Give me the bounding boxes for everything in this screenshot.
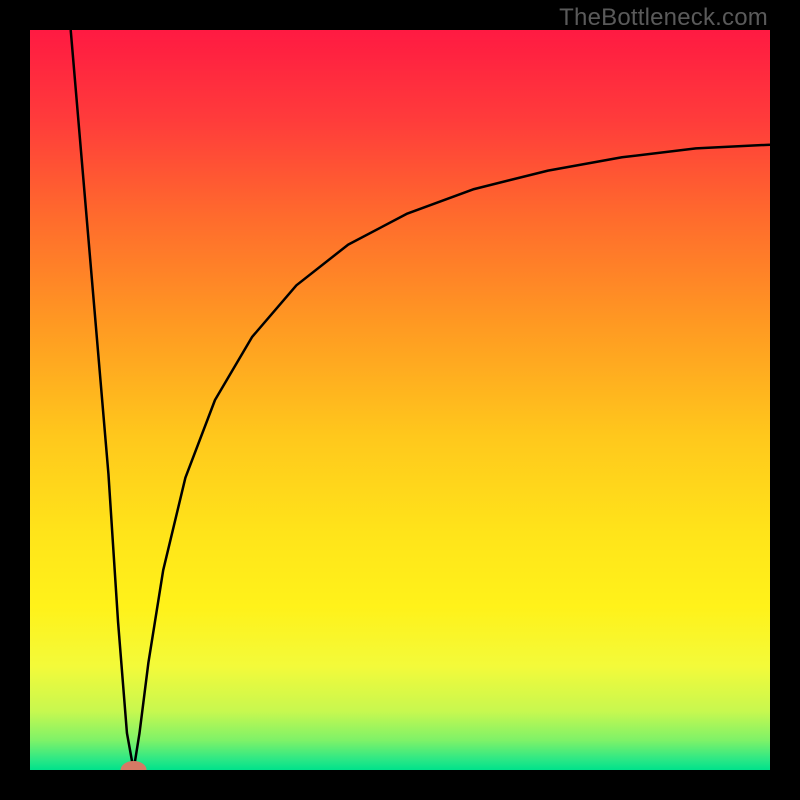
watermark-text: TheBottleneck.com — [559, 4, 768, 32]
chart-container: TheBottleneck.com — [0, 0, 800, 800]
plot-area — [30, 30, 770, 770]
gradient-background — [30, 30, 770, 770]
plot-svg — [30, 30, 770, 770]
